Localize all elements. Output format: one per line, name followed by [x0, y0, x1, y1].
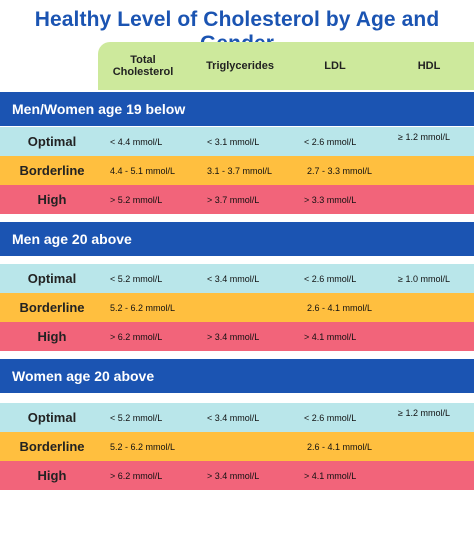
column-header-hdl: HDL	[417, 60, 441, 72]
group-header-men-women-19-below: Men/Women age 19 below	[0, 92, 474, 126]
table-row: High > 6.2 mmol/L > 3.4 mmol/L > 4.1 mmo…	[0, 461, 474, 490]
row-label: Optimal	[27, 410, 77, 425]
total-cholesterol-value: > 5.2 mmol/L	[110, 194, 163, 205]
hdl-value	[398, 322, 458, 351]
column-header-total-cholesterol: Total Cholesterol	[112, 54, 174, 78]
triglycerides-value: > 3.4 mmol/L	[207, 331, 260, 342]
column-header-triglycerides: Triglycerides	[206, 60, 274, 72]
total-cholesterol-value: < 4.4 mmol/L	[110, 136, 163, 147]
hdl-value: ≥ 1.0 mmol/L	[398, 273, 450, 284]
row-label: High	[37, 192, 67, 207]
triglycerides-value: < 3.4 mmol/L	[207, 412, 260, 423]
ldl-value: > 4.1 mmol/L	[304, 470, 357, 481]
table-row: Borderline 4.4 - 5.1 mmol/L 3.1 - 3.7 mm…	[0, 156, 474, 185]
triglycerides-value: < 3.1 mmol/L	[207, 136, 260, 147]
hdl-value	[398, 461, 458, 490]
total-cholesterol-value: 5.2 - 6.2 mmol/L	[110, 302, 176, 313]
ldl-value: < 2.6 mmol/L	[304, 412, 357, 423]
hdl-value	[398, 185, 458, 214]
total-cholesterol-value: 4.4 - 5.1 mmol/L	[110, 165, 176, 176]
table-row: High > 6.2 mmol/L > 3.4 mmol/L > 4.1 mmo…	[0, 322, 474, 351]
table-row: Optimal < 4.4 mmol/L < 3.1 mmol/L < 2.6 …	[0, 127, 474, 156]
triglycerides-value: > 3.7 mmol/L	[207, 194, 260, 205]
ldl-value: > 3.3 mmol/L	[304, 194, 357, 205]
triglycerides-value: < 3.4 mmol/L	[207, 273, 260, 284]
hdl-value	[398, 293, 458, 322]
row-label: Optimal	[27, 134, 77, 149]
table-row: Borderline 5.2 - 6.2 mmol/L 2.6 - 4.1 mm…	[0, 432, 474, 461]
column-header-ldl: LDL	[324, 60, 346, 72]
ldl-value: 2.6 - 4.1 mmol/L	[307, 302, 373, 313]
hdl-value: ≥ 1.2 mmol/L	[398, 408, 450, 418]
row-label: High	[37, 329, 67, 344]
ldl-value: > 4.1 mmol/L	[304, 331, 357, 342]
hdl-value	[398, 156, 458, 185]
row-label: Optimal	[27, 271, 77, 286]
row-label: Borderline	[19, 163, 85, 178]
triglycerides-value: 3.1 - 3.7 mmol/L	[207, 165, 273, 176]
total-cholesterol-value: < 5.2 mmol/L	[110, 273, 163, 284]
row-label: Borderline	[19, 439, 85, 454]
ldl-value: 2.6 - 4.1 mmol/L	[307, 441, 373, 452]
row-label: High	[37, 468, 67, 483]
triglycerides-value: > 3.4 mmol/L	[207, 470, 260, 481]
hdl-value	[398, 432, 458, 461]
column-header-bar	[98, 42, 474, 90]
table-row: High > 5.2 mmol/L > 3.7 mmol/L > 3.3 mmo…	[0, 185, 474, 214]
total-cholesterol-value: > 6.2 mmol/L	[110, 331, 163, 342]
total-cholesterol-value: < 5.2 mmol/L	[110, 412, 163, 423]
table-row: Optimal < 5.2 mmol/L < 3.4 mmol/L < 2.6 …	[0, 403, 474, 432]
ldl-value: < 2.6 mmol/L	[304, 273, 357, 284]
ldl-value: < 2.6 mmol/L	[304, 136, 357, 147]
group-header-women-20-above: Women age 20 above	[0, 359, 474, 393]
hdl-value: ≥ 1.2 mmol/L	[398, 132, 450, 142]
table-row: Borderline 5.2 - 6.2 mmol/L 2.6 - 4.1 mm…	[0, 293, 474, 322]
row-label: Borderline	[19, 300, 85, 315]
ldl-value: 2.7 - 3.3 mmol/L	[307, 165, 373, 176]
total-cholesterol-value: > 6.2 mmol/L	[110, 470, 163, 481]
total-cholesterol-value: 5.2 - 6.2 mmol/L	[110, 441, 176, 452]
group-header-men-20-above: Men age 20 above	[0, 222, 474, 256]
table-row: Optimal < 5.2 mmol/L < 3.4 mmol/L < 2.6 …	[0, 264, 474, 293]
